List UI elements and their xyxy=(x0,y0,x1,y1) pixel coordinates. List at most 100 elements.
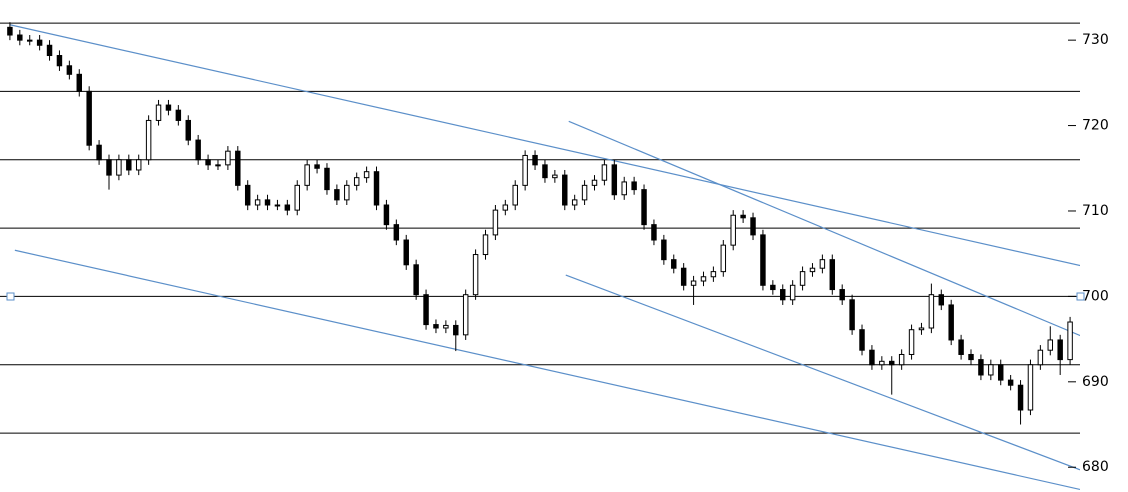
candle-body xyxy=(908,329,915,355)
candle-body xyxy=(601,164,608,181)
candle-body xyxy=(770,284,776,291)
candle-body xyxy=(185,119,191,141)
candle-body xyxy=(264,199,271,206)
candle-body xyxy=(1017,384,1024,411)
candle-body xyxy=(344,184,350,201)
candle-body xyxy=(631,181,637,191)
candle-body xyxy=(1047,339,1054,351)
candle-body xyxy=(36,39,43,46)
y-tick-label: 710 xyxy=(1082,203,1109,219)
candle-body xyxy=(254,199,261,206)
candle-body xyxy=(86,90,92,146)
candle-body xyxy=(284,204,291,211)
candle-body xyxy=(641,189,647,226)
candle-body xyxy=(700,276,707,282)
trendline xyxy=(14,249,1080,491)
candle-body xyxy=(562,174,568,206)
candle-body xyxy=(760,234,766,286)
candle-body xyxy=(294,184,300,211)
candle-body xyxy=(889,360,895,366)
candle-body xyxy=(879,360,885,366)
y-tick-label: 680 xyxy=(1082,459,1109,475)
candle-body xyxy=(363,171,370,179)
candle-body xyxy=(809,267,816,273)
y-tick-label: 700 xyxy=(1082,288,1109,304)
candle-body xyxy=(552,174,558,179)
grid xyxy=(0,22,1080,434)
candle-body xyxy=(1067,321,1073,361)
candle-body xyxy=(413,264,419,296)
candle-body xyxy=(106,159,112,176)
candle-body xyxy=(165,104,172,111)
candle-body xyxy=(175,109,182,121)
candle-body xyxy=(829,259,836,291)
candle-body xyxy=(1037,349,1044,366)
candle-body xyxy=(522,154,528,186)
candle-body xyxy=(96,144,102,161)
candle-body xyxy=(225,150,231,166)
candle-body xyxy=(373,171,380,206)
candle-body xyxy=(869,349,875,366)
candle-body xyxy=(433,324,439,329)
candle-body xyxy=(383,204,390,226)
candle-body xyxy=(453,324,459,336)
candle-body xyxy=(7,26,13,36)
candle-body xyxy=(155,104,162,121)
candle-body xyxy=(799,271,806,286)
candle-body xyxy=(581,184,588,201)
candle-body xyxy=(542,164,548,179)
candle-body xyxy=(789,284,796,301)
candle-body xyxy=(56,55,63,67)
candle-body xyxy=(611,164,618,196)
candle-body xyxy=(145,119,152,161)
candle-body xyxy=(423,294,429,326)
trendline xyxy=(565,274,1080,471)
candle-body xyxy=(46,44,53,57)
candle-body xyxy=(859,329,865,351)
candle-body xyxy=(898,353,905,366)
candle-body xyxy=(26,39,33,42)
candle-body xyxy=(502,204,509,211)
candle-body xyxy=(1057,339,1063,361)
candle-body xyxy=(780,289,786,301)
candle-body xyxy=(76,73,82,92)
candle-body xyxy=(958,339,964,355)
candle-body xyxy=(819,259,826,269)
candle-body xyxy=(215,164,221,167)
candle-body xyxy=(720,244,727,273)
candle-body xyxy=(462,294,469,336)
candle-body xyxy=(998,364,1004,381)
candle-body xyxy=(1007,379,1014,386)
candle-body xyxy=(66,65,73,75)
candle-body xyxy=(1027,364,1034,411)
candle-body xyxy=(512,184,518,206)
candle-body xyxy=(116,159,122,176)
candle-body xyxy=(17,34,23,41)
candle-body xyxy=(195,139,201,161)
candle-body xyxy=(988,364,994,376)
candle-body xyxy=(750,217,756,236)
candle-body xyxy=(443,324,449,329)
candle-body xyxy=(492,209,499,236)
handle xyxy=(1076,292,1085,301)
candle-body xyxy=(928,294,935,329)
candle-body xyxy=(532,154,538,166)
candle-body xyxy=(740,214,746,219)
trendline xyxy=(9,24,1080,267)
candle-body xyxy=(710,271,717,278)
candle-body xyxy=(304,164,310,186)
candle-body xyxy=(393,224,400,241)
candle-body xyxy=(948,304,954,341)
candle-body xyxy=(126,159,132,171)
candle-body xyxy=(621,181,627,196)
candle-body xyxy=(472,254,479,296)
candle-body xyxy=(235,150,241,186)
candle-body xyxy=(849,299,855,331)
candle-body xyxy=(482,234,489,256)
y-tick-label: 690 xyxy=(1082,374,1109,390)
candle-body xyxy=(591,179,598,186)
y-axis: 680 690 700 710 720 730 xyxy=(1068,32,1109,475)
handle xyxy=(6,292,15,301)
candle-body xyxy=(661,239,667,261)
